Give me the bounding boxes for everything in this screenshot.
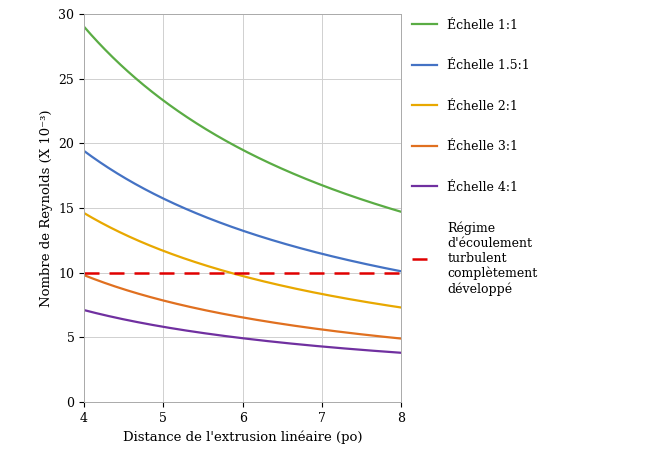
Échelle 1.5:1: [397, 268, 405, 274]
Legend: Échelle 1:1, Échelle 1.5:1, Échelle 2:1, Échelle 3:1, Échelle 4:1, Régime
d'écou: Échelle 1:1, Échelle 1.5:1, Échelle 2:1,…: [408, 14, 543, 301]
Échelle 1:1: [231, 143, 239, 148]
Échelle 1:1: [389, 207, 397, 212]
Échelle 1:1: [233, 144, 241, 149]
Échelle 3:1: [389, 335, 397, 340]
Échelle 4:1: [269, 339, 277, 345]
Échelle 1.5:1: [269, 237, 277, 243]
Échelle 1:1: [252, 154, 259, 159]
Échelle 4:1: [233, 334, 241, 340]
Échelle 3:1: [397, 336, 405, 341]
X-axis label: Distance de l'extrusion linéaire (po): Distance de l'extrusion linéaire (po): [123, 430, 362, 444]
Line: Échelle 4:1: Échelle 4:1: [84, 310, 401, 353]
Échelle 2:1: [252, 277, 259, 282]
Line: Échelle 3:1: Échelle 3:1: [84, 275, 401, 339]
Échelle 1:1: [269, 162, 277, 167]
Échelle 2:1: [80, 210, 88, 216]
Échelle 3:1: [233, 314, 241, 319]
Échelle 2:1: [231, 271, 239, 277]
Échelle 2:1: [233, 272, 241, 277]
Échelle 1:1: [80, 24, 88, 30]
Échelle 1.5:1: [231, 225, 239, 231]
Line: Échelle 1:1: Échelle 1:1: [84, 27, 401, 212]
Échelle 1:1: [340, 190, 348, 196]
Échelle 1.5:1: [389, 267, 397, 273]
Échelle 4:1: [397, 350, 405, 356]
Échelle 4:1: [231, 334, 239, 340]
Échelle 2:1: [389, 304, 397, 309]
Échelle 2:1: [340, 295, 348, 301]
Échelle 4:1: [252, 337, 259, 342]
Line: Échelle 2:1: Échelle 2:1: [84, 213, 401, 308]
Échelle 1.5:1: [340, 256, 348, 262]
Échelle 4:1: [340, 346, 348, 351]
Échelle 2:1: [269, 281, 277, 286]
Échelle 1.5:1: [80, 148, 88, 154]
Échelle 1:1: [397, 209, 405, 214]
Y-axis label: Nombre de Reynolds (X 10⁻³): Nombre de Reynolds (X 10⁻³): [40, 109, 53, 307]
Échelle 4:1: [389, 349, 397, 355]
Échelle 3:1: [252, 317, 259, 322]
Échelle 3:1: [269, 320, 277, 325]
Échelle 3:1: [340, 329, 348, 335]
Échelle 3:1: [80, 273, 88, 278]
Échelle 3:1: [231, 313, 239, 319]
Échelle 4:1: [80, 307, 88, 313]
Échelle 2:1: [397, 305, 405, 310]
Échelle 1.5:1: [252, 232, 259, 238]
Line: Échelle 1.5:1: Échelle 1.5:1: [84, 151, 401, 271]
Échelle 1.5:1: [233, 226, 241, 231]
